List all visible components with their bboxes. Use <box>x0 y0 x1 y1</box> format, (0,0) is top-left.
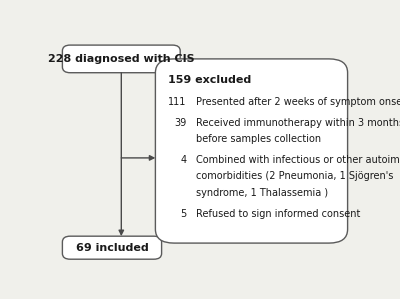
Text: Combined with infectious or other autoimmune: Combined with infectious or other autoim… <box>196 155 400 165</box>
FancyBboxPatch shape <box>155 59 348 243</box>
Text: 228 diagnosed with CIS: 228 diagnosed with CIS <box>48 54 195 64</box>
FancyBboxPatch shape <box>62 45 180 73</box>
Text: Presented after 2 weeks of symptom onset: Presented after 2 weeks of symptom onset <box>196 97 400 107</box>
Text: 159 excluded: 159 excluded <box>168 75 251 85</box>
Text: Received immunotherapy within 3 months: Received immunotherapy within 3 months <box>196 118 400 128</box>
FancyBboxPatch shape <box>62 236 162 259</box>
Text: syndrome, 1 Thalassemia ): syndrome, 1 Thalassemia ) <box>196 188 328 198</box>
Text: before samples collection: before samples collection <box>196 134 321 144</box>
Text: comorbidities (2 Pneumonia, 1 Sjögren's: comorbidities (2 Pneumonia, 1 Sjögren's <box>196 172 393 181</box>
Text: Refused to sign informed consent: Refused to sign informed consent <box>196 209 360 219</box>
Text: 39: 39 <box>174 118 186 128</box>
Text: 4: 4 <box>180 155 186 165</box>
Text: 5: 5 <box>180 209 186 219</box>
Text: 69 included: 69 included <box>76 243 148 253</box>
Text: 111: 111 <box>168 97 186 107</box>
